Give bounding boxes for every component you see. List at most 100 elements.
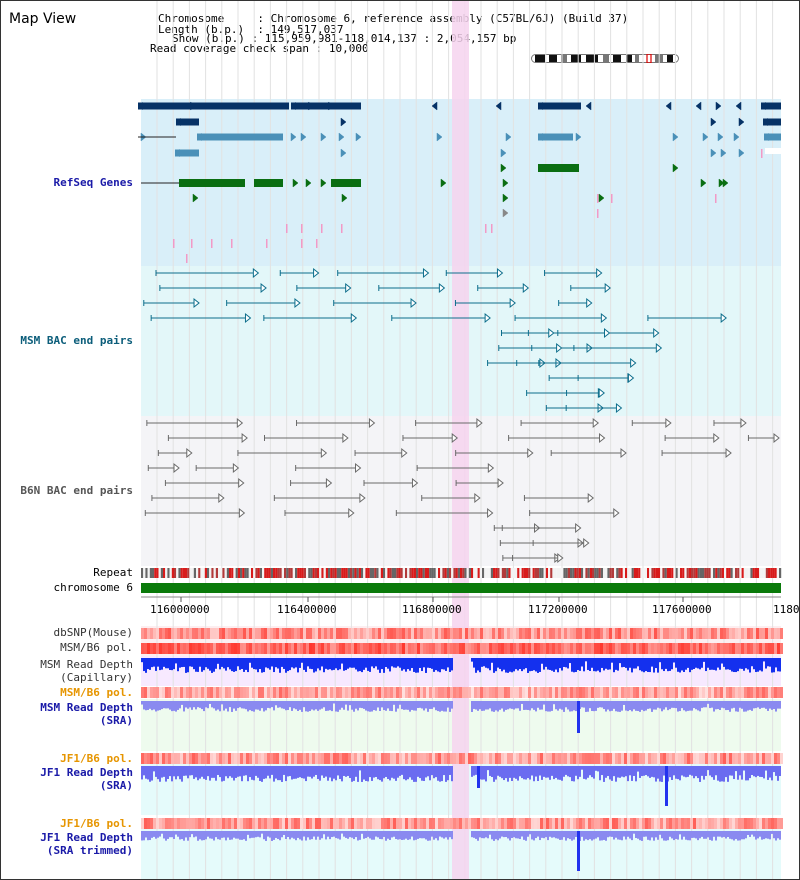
heat-cell [651,818,654,829]
depth-bar [615,701,617,712]
track-label-repeat[interactable]: Repeat [93,566,133,579]
depth-bar [707,766,709,771]
heat-cell [534,687,537,698]
depth-bar [191,831,193,835]
repeat-feature [341,568,344,578]
depth-bar [341,831,343,834]
heat-cell [420,628,423,639]
depth-bar [685,701,687,712]
depth-bar [297,658,299,673]
track-label-jf1-depth-trim-line1[interactable]: JF1 Read Depth [40,831,133,844]
track-label-b6n-bac[interactable]: B6N BAC end pairs [20,484,133,497]
track-label-msm-bac[interactable]: MSM BAC end pairs [20,334,133,347]
heat-cell [351,753,354,764]
depth-bar [233,831,235,838]
track-label-jf1-b6-pol-1[interactable]: JF1/B6 pol. [60,752,133,765]
heat-cell [534,628,537,639]
repeat-feature [163,568,166,578]
depth-bar [251,658,253,668]
depth-bar [625,766,627,777]
heat-cell [675,687,678,698]
heat-cell [375,628,378,639]
depth-bar [225,701,227,709]
heat-cell [201,628,204,639]
depth-bar [711,766,713,778]
bac-pair-end [241,432,248,444]
heat-cell [687,628,690,639]
heat-cell [363,628,366,639]
heat-cell [429,687,432,698]
heat-cell [246,643,249,654]
depth-bar [211,658,213,673]
depth-bar [391,701,393,712]
depth-bar [707,701,709,704]
heat-cell [660,687,663,698]
depth-bar [319,831,321,840]
track-label-msm-b6-pol-1[interactable]: MSM/B6 pol. [60,641,133,654]
track-label-refseq[interactable]: RefSeq Genes [53,176,133,189]
depth-bar [361,766,363,782]
track-label-msm-b6-pol-2[interactable]: MSM/B6 pol. [60,686,133,699]
heat-cell [462,818,465,829]
depth-bar [359,831,361,840]
repeat-feature [449,568,452,578]
track-label-chromosome[interactable]: chromosome 6 [53,581,133,594]
heat-cell [156,628,159,639]
repeat-feature [248,568,251,578]
heat-cell [228,628,231,639]
strand-arrow [440,178,447,188]
repeat-feature [512,568,515,578]
depth-bar [585,658,587,662]
depth-bar [399,701,401,705]
track-label-msm-depth-sra-line1[interactable]: MSM Read Depth [40,701,133,714]
repeat-feature [484,568,487,578]
depth-bar [635,658,637,669]
heat-cell [588,818,591,829]
repeat-feature [688,568,691,578]
depth-bar [541,766,543,780]
depth-bar [565,658,567,668]
track-label-msm-depth-cap-line1[interactable]: MSM Read Depth [40,658,133,671]
heat-cell [231,753,234,764]
strand-arrow [672,132,679,142]
depth-bar [203,701,205,712]
track-label-jf1-depth-sra-line1[interactable]: JF1 Read Depth [40,766,133,779]
heat-cell [669,628,672,639]
heat-cell [693,753,696,764]
repeat-feature [143,568,146,578]
depth-spike [577,831,580,871]
depth-bar [491,658,493,663]
track-label-jf1-b6-pol-2[interactable]: JF1/B6 pol. [60,817,133,830]
chromosome-ideogram[interactable] [531,54,679,63]
depth-bar [547,701,549,712]
heat-cell [717,687,720,698]
heat-cell [585,643,588,654]
heat-cell [621,628,624,639]
heat-cell [306,628,309,639]
heat-cell [780,628,783,639]
depth-bar [219,766,221,778]
depth-bar [593,766,595,779]
heat-cell [441,687,444,698]
depth-bar [195,701,197,710]
repeat-feature [323,568,326,578]
track-label-dbsnp[interactable]: dbSNP(Mouse) [53,626,133,639]
heat-cell [585,628,588,639]
repeat-feature [402,568,405,578]
heat-cell [567,818,570,829]
repeat-feature [394,568,397,578]
depth-bar [547,658,549,670]
depth-bar [551,701,553,711]
depth-bar [519,701,521,711]
heat-cell [579,628,582,639]
heat-cell [258,753,261,764]
depth-bar [431,658,433,669]
gene-arrow [761,102,766,110]
repeat-feature [171,568,174,578]
depth-bar [587,658,589,670]
depth-bar [411,701,413,710]
heat-cell [411,628,414,639]
heat-cell [222,628,225,639]
depth-bar [501,701,503,709]
